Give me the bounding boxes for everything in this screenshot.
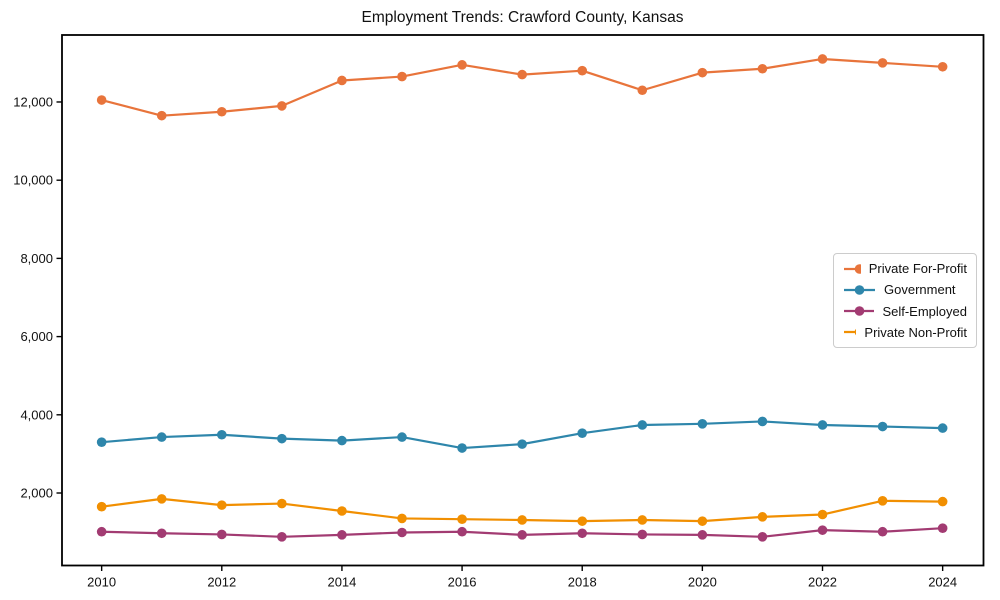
legend-label-private-for-profit: Private For-Profit bbox=[868, 261, 967, 276]
data-point-government-2019 bbox=[637, 420, 648, 430]
data-point-self-employed-2022 bbox=[817, 525, 828, 535]
legend-marker-government bbox=[854, 285, 865, 295]
data-point-government-2012 bbox=[216, 429, 227, 440]
x-tick-label: 2020 bbox=[688, 575, 717, 590]
data-point-government-2016 bbox=[457, 443, 467, 453]
data-point-government-2013 bbox=[277, 433, 287, 444]
legend: Private For-Profit Government Self-Employe… bbox=[833, 253, 977, 348]
y-tick-label: 8,000 bbox=[20, 251, 53, 266]
x-tick-label: 2022 bbox=[808, 575, 837, 590]
data-point-private-for-profit-2016 bbox=[457, 60, 467, 70]
data-point-self-employed-2016 bbox=[457, 526, 467, 537]
data-point-self-employed-2013 bbox=[277, 531, 287, 542]
data-point-self-employed-2010 bbox=[96, 526, 107, 537]
data-point-private-for-profit-2013 bbox=[277, 101, 287, 111]
data-point-government-2010 bbox=[96, 437, 107, 447]
data-point-self-employed-2023 bbox=[877, 526, 888, 537]
data-point-private-non-profit-2022 bbox=[817, 509, 828, 520]
data-point-private-for-profit-2014 bbox=[337, 75, 347, 86]
data-point-government-2020 bbox=[697, 418, 708, 429]
x-tick-label: 2010 bbox=[87, 575, 116, 590]
data-point-private-non-profit-2012 bbox=[216, 500, 227, 510]
legend-sample-private-for-profit bbox=[844, 263, 861, 274]
data-point-private-for-profit-2011 bbox=[156, 110, 167, 121]
data-point-government-2024 bbox=[937, 423, 948, 433]
data-point-self-employed-2011 bbox=[156, 528, 167, 539]
data-point-government-2022 bbox=[817, 420, 828, 430]
data-point-private-non-profit-2010 bbox=[96, 501, 107, 512]
data-point-private-for-profit-2017 bbox=[517, 69, 527, 80]
data-point-self-employed-2021 bbox=[757, 531, 768, 542]
data-point-government-2018 bbox=[577, 428, 588, 438]
data-point-private-non-profit-2020 bbox=[697, 516, 708, 526]
y-tick-label: 2,000 bbox=[20, 486, 53, 501]
data-point-private-for-profit-2020 bbox=[697, 67, 708, 78]
x-tick-label: 2012 bbox=[207, 575, 236, 590]
data-point-self-employed-2015 bbox=[397, 527, 407, 538]
data-point-private-for-profit-2018 bbox=[577, 65, 588, 76]
data-point-private-non-profit-2017 bbox=[517, 515, 527, 525]
x-tick-label: 2014 bbox=[327, 575, 356, 590]
data-point-private-non-profit-2016 bbox=[457, 514, 467, 525]
data-point-government-2021 bbox=[757, 416, 768, 427]
data-point-private-for-profit-2010 bbox=[96, 95, 107, 105]
legend-label-private-non-profit: Private Non-Profit bbox=[864, 324, 967, 340]
data-point-private-non-profit-2023 bbox=[877, 496, 888, 506]
data-point-private-for-profit-2022 bbox=[817, 54, 828, 64]
x-tick-label: 2016 bbox=[448, 575, 477, 590]
chart-title: Employment Trends: Crawford County, Kans… bbox=[361, 9, 684, 26]
legend-marker-private-non-profit bbox=[854, 328, 857, 337]
legend-sample-self-employed bbox=[844, 306, 875, 316]
data-point-private-non-profit-2011 bbox=[156, 494, 167, 504]
data-point-government-2017 bbox=[517, 439, 527, 449]
data-point-self-employed-2014 bbox=[337, 530, 347, 540]
data-point-private-for-profit-2021 bbox=[757, 63, 768, 74]
data-point-self-employed-2020 bbox=[697, 530, 708, 540]
data-point-private-for-profit-2019 bbox=[637, 85, 648, 96]
data-point-private-non-profit-2014 bbox=[337, 506, 347, 516]
legend-item-self-employed: Self-Employed bbox=[843, 304, 967, 319]
legend-item-private-for-profit: Private For-Profit bbox=[843, 261, 967, 276]
legend-sample-private-non-profit bbox=[844, 328, 857, 337]
legend-label-self-employed: Self-Employed bbox=[882, 303, 967, 319]
legend-marker-private-for-profit bbox=[854, 263, 861, 274]
data-point-self-employed-2019 bbox=[637, 529, 648, 540]
legend-item-government: Government bbox=[843, 282, 967, 297]
data-point-private-for-profit-2024 bbox=[937, 61, 948, 72]
x-tick-label: 2024 bbox=[928, 575, 957, 590]
data-point-private-non-profit-2013 bbox=[277, 498, 287, 509]
data-point-self-employed-2012 bbox=[216, 529, 227, 540]
data-point-self-employed-2017 bbox=[517, 530, 527, 540]
y-tick-label: 12,000 bbox=[13, 94, 53, 109]
legend-label-government: Government bbox=[884, 282, 956, 298]
data-point-self-employed-2018 bbox=[577, 528, 588, 539]
data-point-self-employed-2024 bbox=[937, 523, 948, 533]
data-point-government-2014 bbox=[337, 435, 347, 446]
data-point-private-for-profit-2012 bbox=[216, 106, 227, 117]
y-tick-label: 4,000 bbox=[20, 407, 53, 422]
x-tick-label: 2018 bbox=[568, 575, 597, 590]
data-point-private-non-profit-2024 bbox=[937, 496, 948, 507]
data-point-private-for-profit-2015 bbox=[397, 71, 407, 82]
legend-sample-government bbox=[844, 285, 875, 295]
data-point-private-non-profit-2019 bbox=[637, 515, 648, 525]
data-point-private-for-profit-2023 bbox=[877, 58, 888, 68]
y-tick-label: 10,000 bbox=[13, 173, 53, 188]
data-point-government-2011 bbox=[156, 432, 167, 442]
legend-item-private-non-profit: Private Non-Profit bbox=[843, 325, 967, 340]
data-point-government-2023 bbox=[877, 421, 888, 432]
legend-marker-self-employed bbox=[854, 306, 865, 316]
data-point-private-non-profit-2021 bbox=[757, 512, 768, 522]
plot-border bbox=[61, 34, 985, 567]
data-point-private-non-profit-2018 bbox=[577, 516, 588, 526]
series-line-private-for-profit bbox=[101, 57, 943, 117]
y-tick-label: 6,000 bbox=[20, 329, 53, 344]
data-point-private-non-profit-2015 bbox=[397, 513, 407, 524]
data-point-government-2015 bbox=[397, 432, 407, 442]
